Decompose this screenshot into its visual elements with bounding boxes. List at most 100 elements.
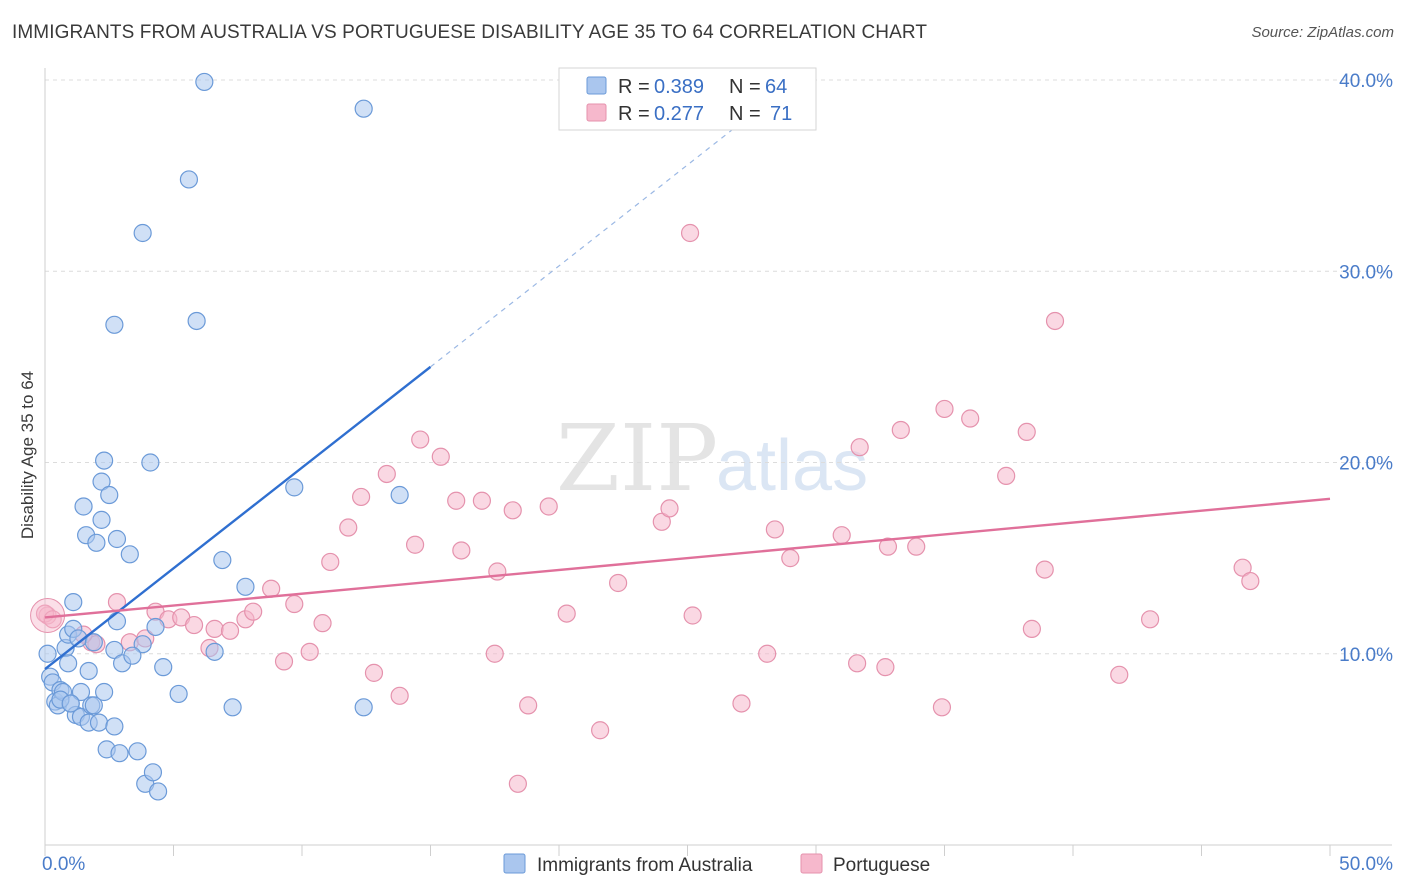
x-tick-label-max: 50.0%: [1339, 854, 1393, 875]
bottom-legend-swatch-australia: [503, 853, 526, 874]
australia-point: [92, 472, 111, 491]
portuguese-point: [932, 698, 952, 717]
portuguese-point: [660, 499, 679, 518]
australia-point: [354, 99, 373, 118]
portuguese-point: [488, 562, 507, 581]
australia-point: [84, 633, 103, 652]
portuguese-point: [591, 721, 610, 740]
legend-swatch-portuguese: [586, 103, 607, 122]
australia-point: [133, 635, 152, 654]
portuguese-point: [244, 602, 263, 621]
portuguese-point: [850, 438, 869, 457]
portuguese-point: [1022, 619, 1041, 638]
portuguese-point: [539, 497, 558, 516]
australia-point: [59, 654, 78, 673]
portuguese-point: [1241, 571, 1260, 591]
bottom-legend: Immigrants from Australia Portuguese: [503, 853, 930, 876]
y-tick-label: 30.0%: [1339, 262, 1393, 283]
portuguese-points: [30, 223, 1260, 793]
portuguese-point: [452, 541, 471, 560]
portuguese-point: [390, 686, 409, 705]
watermark-atlas: atlas: [716, 426, 868, 506]
axes: [44, 68, 1392, 856]
watermark: ZIP atlas: [556, 405, 868, 512]
australia-points: [38, 72, 409, 801]
portuguese-point: [732, 694, 751, 713]
australia-point: [87, 533, 106, 552]
australia-trend-line: [44, 365, 432, 670]
portuguese-point: [447, 491, 466, 510]
legend-r-label-australia: R =: [618, 76, 650, 98]
legend-swatch-australia: [586, 76, 607, 95]
portuguese-point: [205, 619, 224, 638]
australia-point: [354, 698, 373, 717]
legend-box: R = 0.389 N = 64 R = 0.277 N = 71: [558, 67, 817, 131]
legend-r-label-portuguese: R =: [618, 103, 650, 125]
legend-r-value-portuguese: 0.277: [654, 103, 704, 125]
portuguese-point: [285, 594, 304, 614]
tick-labels: 10.0% 20.0% 30.0% 40.0% 0.0% 50.0%: [42, 71, 1393, 875]
portuguese-point: [184, 615, 204, 635]
australia-point: [71, 682, 91, 702]
portuguese-point: [878, 537, 898, 556]
portuguese-point: [431, 447, 450, 466]
australia-point: [89, 713, 109, 732]
australia-point: [169, 684, 188, 704]
portuguese-point: [485, 644, 504, 663]
australia-point: [285, 478, 304, 497]
portuguese-point: [683, 606, 702, 625]
portuguese-point: [313, 614, 332, 633]
legend-n-label-portuguese: N =: [729, 103, 761, 125]
portuguese-point: [405, 535, 425, 554]
legend-n-label-australia: N =: [729, 76, 761, 98]
australia-point: [187, 311, 206, 331]
australia-point: [143, 763, 163, 782]
australia-point: [84, 696, 103, 715]
legend-n-value-australia: 64: [765, 76, 787, 98]
source-credit: Source: ZipAtlas.com: [1251, 24, 1394, 41]
australia-point: [100, 485, 119, 505]
portuguese-point: [262, 579, 281, 598]
chart-title: IMMIGRANTS FROM AUSTRALIA VS PORTUGUESE …: [12, 22, 928, 43]
australia-point: [148, 782, 168, 801]
australia-point: [133, 223, 152, 243]
portuguese-point: [848, 654, 867, 673]
australia-point: [110, 744, 129, 763]
portuguese-point: [352, 487, 371, 507]
australia-point: [195, 72, 214, 92]
australia-trend-extension: [430, 113, 753, 368]
australia-point: [107, 612, 127, 631]
portuguese-point: [680, 223, 700, 243]
australia-point: [95, 682, 114, 702]
australia-point: [105, 640, 124, 660]
portuguese-point: [43, 610, 62, 629]
portuguese-point: [832, 526, 851, 545]
bottom-legend-label-australia: Immigrants from Australia: [537, 855, 753, 876]
y-tick-label: 40.0%: [1339, 71, 1393, 92]
australia-point: [390, 485, 409, 505]
portuguese-point: [652, 512, 671, 531]
portuguese-point: [1233, 558, 1252, 577]
bottom-legend-label-portuguese: Portuguese: [833, 855, 930, 876]
portuguese-point: [472, 491, 491, 510]
australia-point: [79, 661, 98, 681]
australia-point: [105, 717, 124, 736]
portuguese-point: [961, 409, 980, 428]
portuguese-point: [1045, 311, 1065, 331]
australia-point: [154, 658, 173, 677]
watermark-zip: ZIP: [556, 405, 718, 512]
australia-point: [146, 617, 165, 637]
portuguese-point: [364, 663, 384, 682]
y-tick-label: 20.0%: [1339, 454, 1393, 475]
portuguese-point: [508, 774, 527, 793]
portuguese-point: [339, 518, 358, 537]
legend-r-value-australia: 0.389: [654, 76, 704, 98]
portuguese-point: [274, 652, 294, 671]
australia-point: [105, 315, 124, 334]
portuguese-point: [765, 520, 784, 539]
australia-point: [38, 644, 57, 663]
australia-point: [123, 646, 142, 665]
portuguese-point: [907, 537, 926, 556]
portuguese-point: [758, 644, 777, 663]
portuguese-point: [220, 621, 240, 640]
